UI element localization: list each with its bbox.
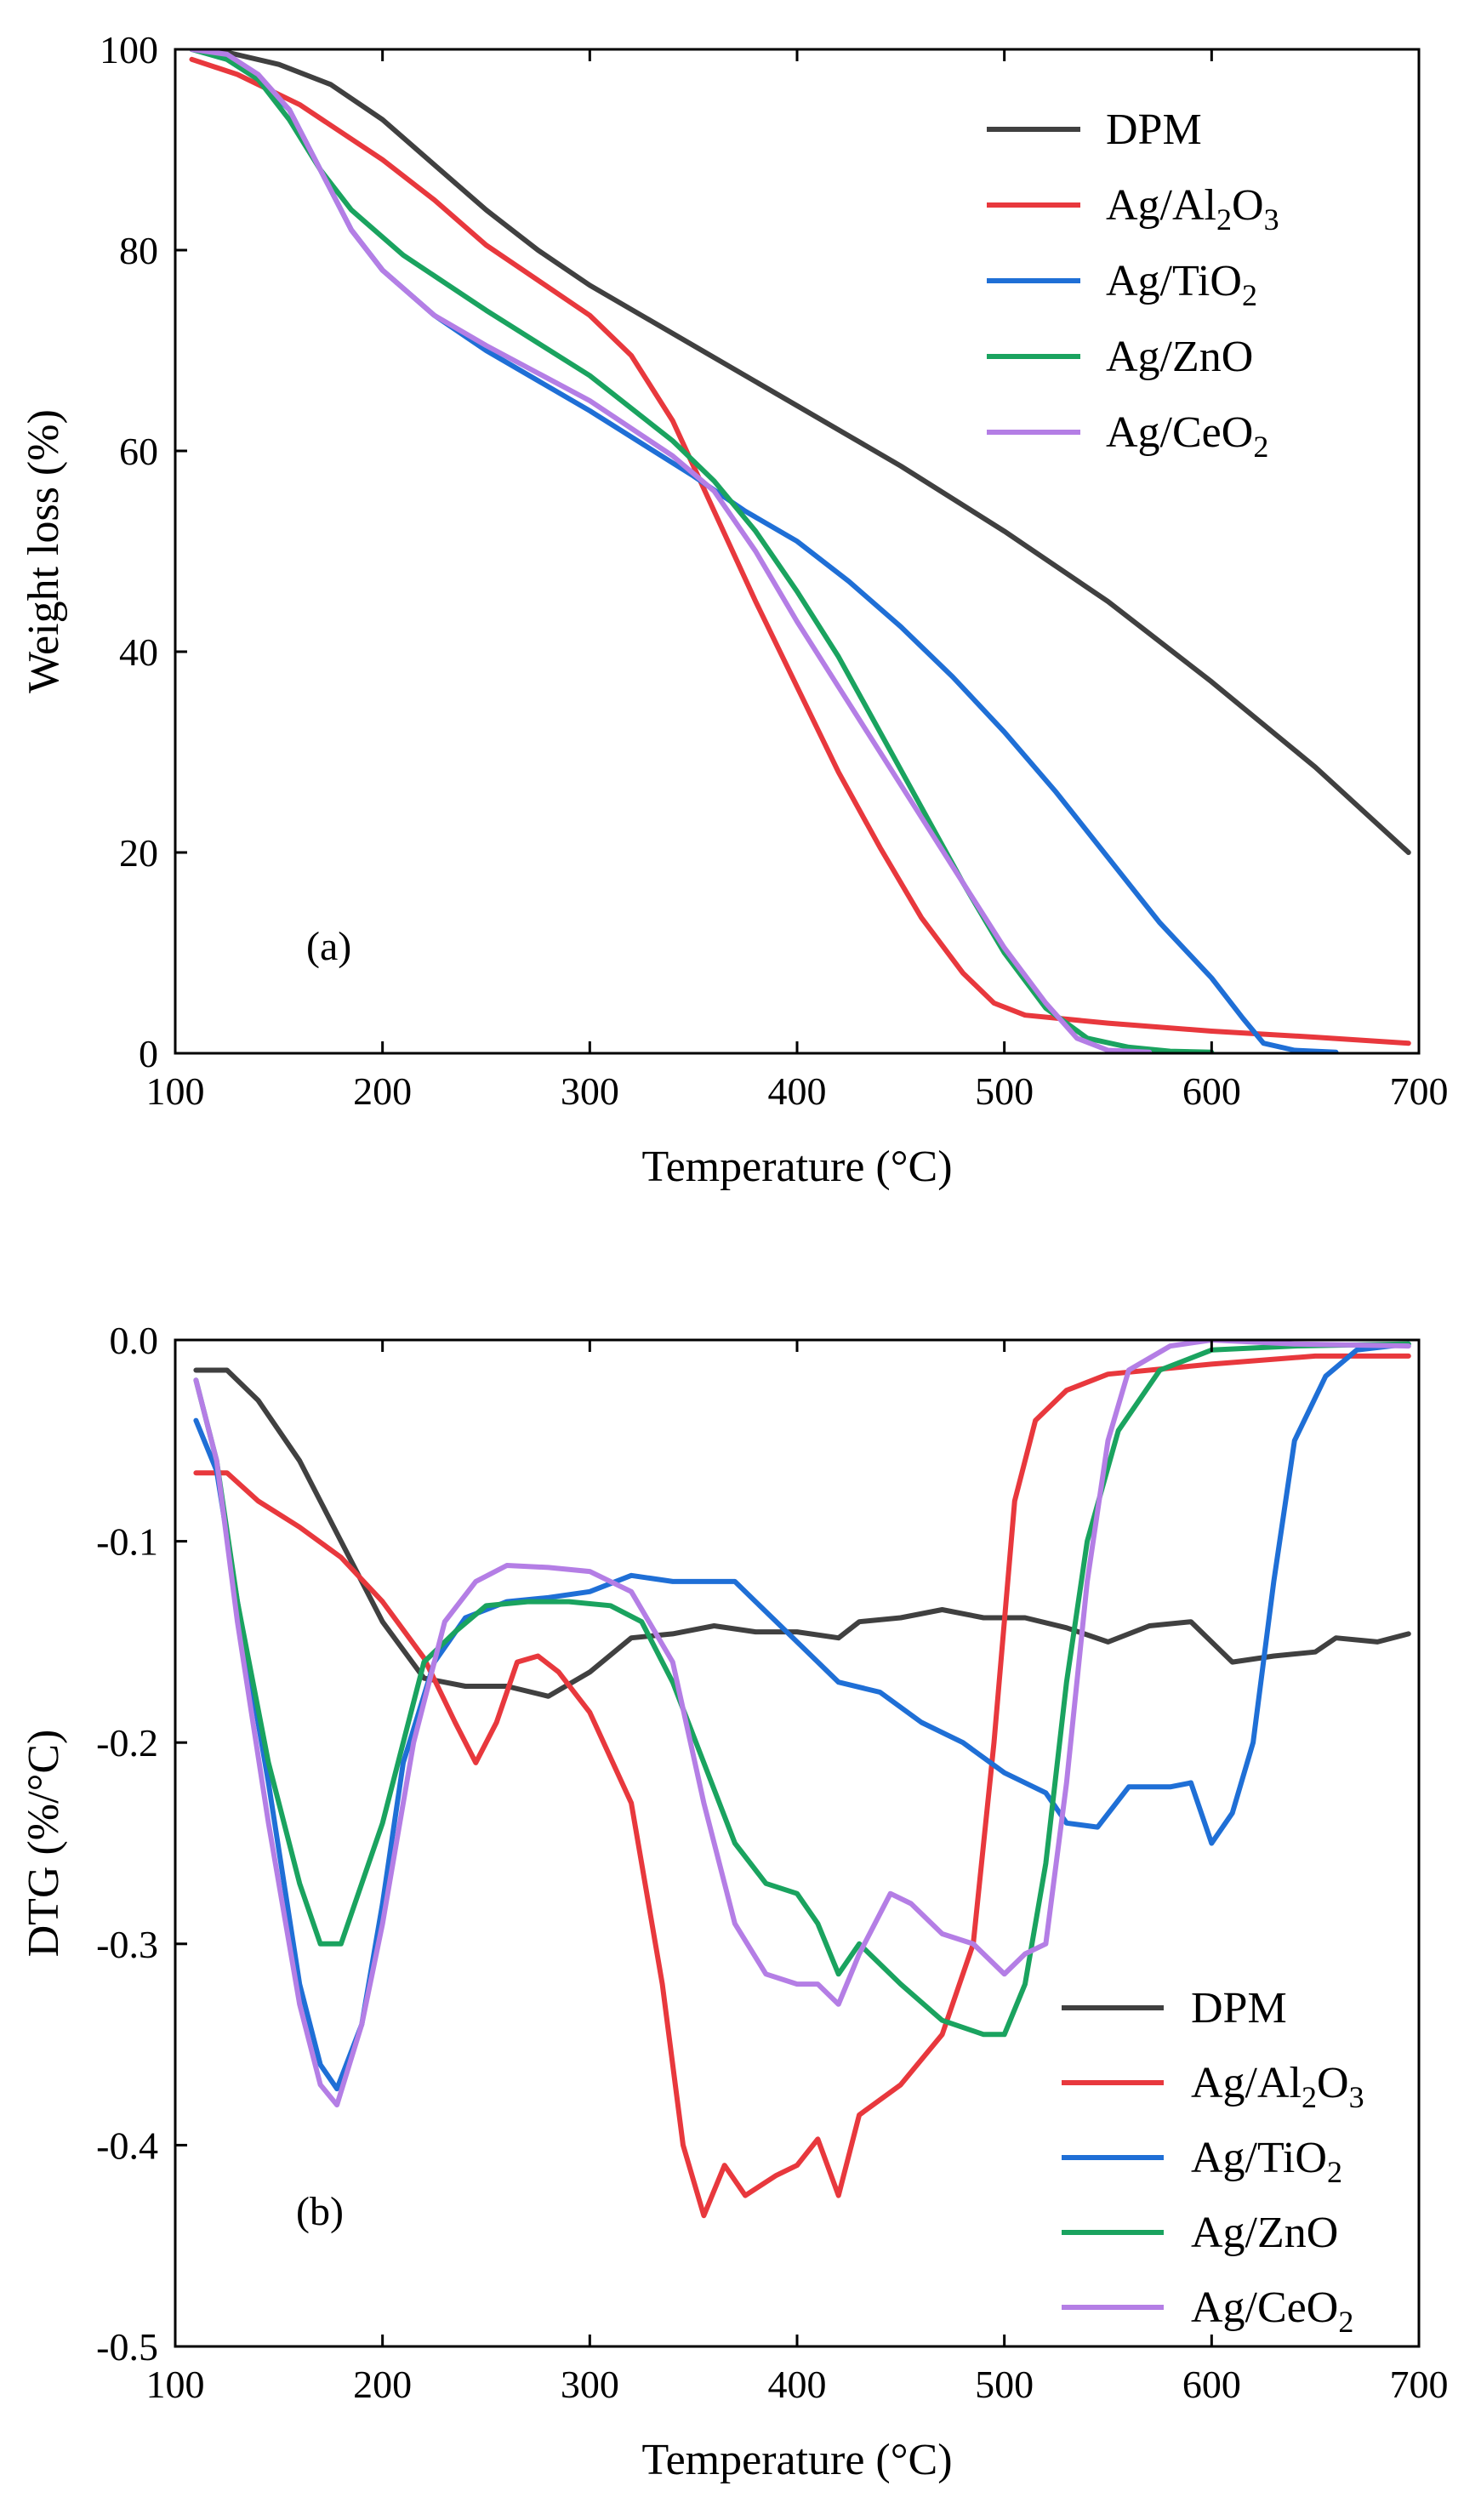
series-line-ag-al2o3 <box>193 1353 1411 2219</box>
x-tick-label: 300 <box>561 1069 619 1113</box>
series-group <box>189 49 1411 1053</box>
y-tick-label: -0.4 <box>96 2124 158 2167</box>
x-tick-label: 600 <box>1182 2363 1241 2406</box>
series-line-ag-zno <box>193 1341 1411 2038</box>
x-tick-label: 600 <box>1182 1069 1241 1113</box>
series-group <box>193 1340 1411 2219</box>
y-axis-label: DTG (%/°C) <box>20 1730 68 1958</box>
legend-label: Ag/ZnO <box>1106 333 1253 381</box>
series-line-ag-tio2 <box>193 1341 1411 2092</box>
x-tick-label: 500 <box>975 1069 1034 1113</box>
series-line-ag-ceo2 <box>193 1340 1411 2108</box>
legend-label: Ag/TiO2 <box>1191 2134 1342 2189</box>
series-line-dpm <box>193 1367 1411 1699</box>
y-tick-label: 40 <box>119 630 158 674</box>
legend-label: Ag/TiO2 <box>1106 257 1257 312</box>
y-tick-label: 80 <box>119 229 158 272</box>
y-tick-label: 0.0 <box>110 1319 159 1362</box>
y-tick-label: -0.1 <box>96 1520 158 1564</box>
legend-label: DPM <box>1106 105 1202 154</box>
y-tick-label: 0 <box>139 1032 158 1075</box>
x-tick-label: 400 <box>768 1069 827 1113</box>
x-tick-label: 500 <box>975 2363 1034 2406</box>
series-line-ag-ceo2 <box>189 49 1153 1053</box>
y-tick-label: 60 <box>119 430 158 473</box>
y-tick-label: -0.5 <box>96 2325 158 2369</box>
x-tick-label: 300 <box>561 2363 619 2406</box>
legend: DPM Ag/Al2O3 Ag/TiO2 Ag/ZnO Ag/CeO2 <box>1062 1984 1364 2339</box>
x-tick-label: 700 <box>1390 1069 1449 1113</box>
legend-label: Ag/CeO2 <box>1191 2283 1353 2339</box>
series-line-ag-al2o3 <box>189 56 1411 1046</box>
series-line-dpm <box>189 49 1411 855</box>
x-axis-label: Temperature (°C) <box>641 1143 952 1191</box>
x-axis-label: Temperature (°C) <box>641 2436 952 2484</box>
series-line-ag-zno <box>189 49 1215 1053</box>
legend: DPM Ag/Al2O3 Ag/TiO2 Ag/ZnO Ag/CeO2 <box>987 105 1279 464</box>
plot-frame <box>174 1338 1421 2348</box>
panel-label: (a) <box>306 924 351 969</box>
y-tick-label: 100 <box>100 28 158 71</box>
x-tick-label: 400 <box>768 2363 827 2406</box>
x-tick-label: 200 <box>353 1069 412 1113</box>
x-tick-label: 100 <box>146 2363 205 2406</box>
chart-panel-b: 100 200 300 400 500 600 700 -0.5 -0.4 -0.3 -0.2 -0.… <box>20 1319 1449 2484</box>
legend-label: Ag/CeO2 <box>1106 408 1268 464</box>
legend-label: Ag/Al2O3 <box>1106 181 1279 237</box>
legend-label: Ag/Al2O3 <box>1191 2059 1364 2114</box>
y-axis-label: Weight loss (%) <box>20 409 68 693</box>
legend-label: Ag/ZnO <box>1191 2209 1338 2257</box>
x-tick-label: 700 <box>1390 2363 1449 2406</box>
y-tick-label: 20 <box>119 831 158 875</box>
y-tick-label: -0.3 <box>96 1923 158 1966</box>
chart-panel-a: 100 200 300 400 500 600 700 0 20 40 60 80 100 Tempera… <box>20 28 1449 1191</box>
legend-label: DPM <box>1191 1984 1287 2033</box>
x-tick-label: 200 <box>353 2363 412 2406</box>
panel-label: (b) <box>296 2189 344 2234</box>
y-tick-label: -0.2 <box>96 1721 158 1765</box>
x-tick-label: 100 <box>146 1069 205 1113</box>
